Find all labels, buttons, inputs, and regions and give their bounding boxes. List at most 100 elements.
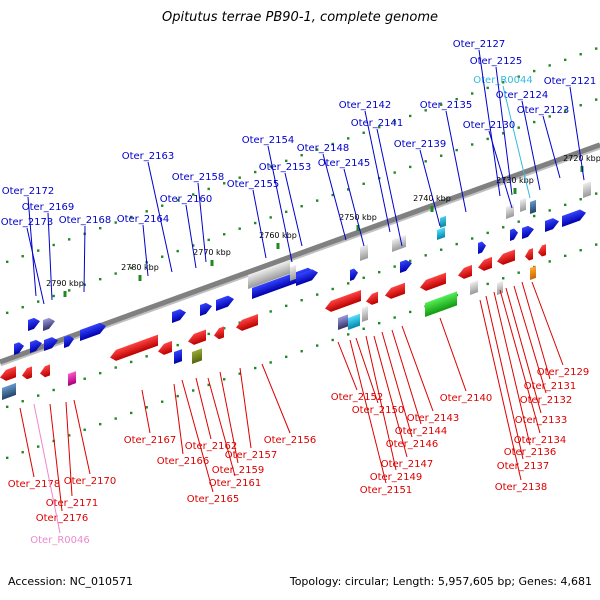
leader-line	[495, 66, 513, 196]
leader-line	[488, 130, 513, 209]
kbp-tick	[513, 188, 517, 194]
tick-mark	[192, 389, 195, 392]
tick-mark	[564, 58, 567, 62]
leader-line	[83, 225, 86, 293]
tick-mark	[223, 233, 226, 236]
tick-mark	[378, 321, 381, 325]
leader-line	[65, 401, 73, 497]
reverse-gene	[22, 366, 32, 380]
kbp-tick	[138, 275, 142, 281]
tick-mark	[471, 143, 474, 146]
tick-mark	[269, 216, 272, 219]
leader-line	[381, 331, 413, 438]
tick-mark	[471, 92, 474, 95]
tick-mark	[533, 214, 536, 218]
gene-label: Oter_2156	[264, 435, 317, 446]
gene-label: Oter_2149	[370, 472, 423, 483]
leader-line	[439, 317, 467, 392]
feature-block	[583, 181, 591, 198]
feature-block	[348, 313, 360, 330]
gene-label: Oter_2157	[225, 450, 278, 461]
tick-mark	[37, 445, 40, 448]
leader-line	[181, 379, 214, 493]
tick-mark	[347, 333, 350, 336]
reverse-gene	[214, 326, 224, 340]
tick-mark	[285, 304, 288, 308]
genome-title: Opitutus terrae PB90-1, complete genome	[161, 10, 439, 25]
tick-mark	[409, 310, 412, 314]
tick-mark	[595, 192, 598, 195]
tick-mark	[52, 243, 55, 247]
tick-mark	[285, 210, 288, 214]
leader-line	[355, 337, 379, 404]
tick-mark	[347, 282, 350, 285]
gene-label: Oter_2135	[420, 100, 473, 111]
tick-mark	[161, 204, 164, 207]
tick-mark	[300, 350, 303, 353]
tick-mark	[176, 343, 179, 347]
feature-block	[530, 199, 536, 214]
forward-gene	[522, 225, 534, 239]
tick-mark	[300, 299, 303, 302]
feature-block	[2, 382, 16, 400]
leader-line	[365, 335, 397, 471]
tick-mark	[37, 249, 40, 252]
leader-line	[376, 128, 403, 247]
leader-line	[252, 189, 267, 259]
tick-mark	[207, 187, 210, 191]
gene-label: Oter_2125	[470, 56, 523, 67]
feature-block	[440, 215, 446, 228]
tick-mark	[486, 282, 489, 286]
tick-mark	[347, 137, 350, 140]
leader-line	[521, 100, 541, 191]
gene-label: Oter_2147	[381, 459, 434, 470]
tick-mark	[52, 388, 55, 392]
forward-gene	[200, 302, 212, 316]
tick-mark	[409, 114, 412, 118]
reverse-gene	[525, 248, 533, 261]
feature-block	[338, 314, 348, 330]
reverse-gene	[40, 364, 50, 378]
accession-label: Accession: NC_010571	[8, 575, 134, 588]
tick-mark	[455, 148, 458, 152]
leader-line	[479, 299, 522, 481]
tick-mark	[21, 451, 24, 454]
tick-mark	[285, 159, 288, 163]
tick-mark	[114, 366, 117, 369]
tick-mark	[238, 372, 241, 375]
tick-mark	[176, 198, 179, 202]
tick-mark	[254, 221, 257, 225]
leader-line	[542, 115, 561, 179]
tick-mark	[424, 160, 427, 163]
tick-mark	[99, 226, 102, 230]
tick-mark	[192, 193, 195, 196]
feature-block	[520, 197, 526, 212]
leader-line	[349, 339, 387, 484]
gene-label: Oter_R0046	[30, 535, 89, 546]
feature-block	[392, 234, 406, 252]
tick-mark	[21, 255, 24, 258]
tick-mark	[145, 210, 148, 213]
gene-label: Oter_2152	[331, 392, 384, 403]
kbp-tick-label: 2780 kbp	[121, 263, 159, 272]
tick-mark	[21, 400, 24, 403]
tick-mark	[130, 215, 133, 219]
tick-mark	[130, 360, 133, 364]
gene-label: Oter_2158	[172, 172, 225, 183]
tick-mark	[99, 277, 102, 281]
tick-mark	[269, 310, 272, 313]
tick-mark	[114, 221, 117, 224]
leader-line	[343, 168, 365, 247]
tick-mark	[502, 277, 505, 280]
tick-mark	[99, 371, 102, 375]
leader-line	[513, 285, 547, 394]
kbp-tick	[276, 243, 280, 249]
leader-line	[267, 145, 293, 263]
tick-mark	[440, 103, 443, 106]
tick-mark	[471, 237, 474, 240]
forward-gene	[296, 269, 318, 286]
tick-mark	[517, 271, 520, 274]
tick-mark	[362, 327, 365, 330]
tick-mark	[238, 227, 241, 230]
